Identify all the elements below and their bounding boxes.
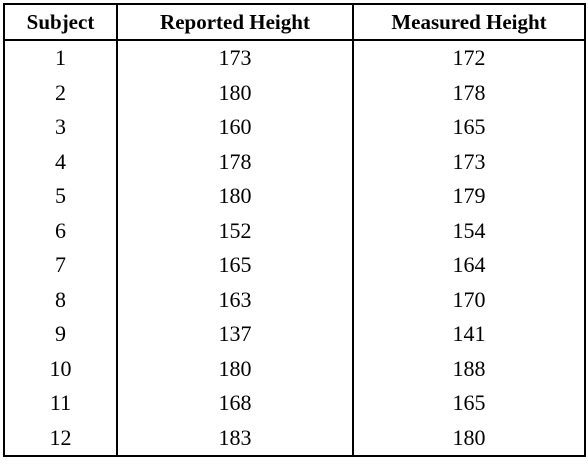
table-row: 8 163 170	[3, 282, 586, 317]
measured-height-cell: 165	[352, 110, 586, 145]
measured-height-cell: 165	[352, 386, 586, 421]
reported-height-cell: 178	[116, 144, 354, 179]
subject-cell: 1	[3, 40, 118, 76]
subject-cell: 3	[3, 110, 118, 145]
measured-height-cell: 154	[352, 213, 586, 248]
table-row: 9 137 141	[3, 317, 586, 352]
table-row: 5 180 179	[3, 179, 586, 214]
reported-height-cell: 160	[116, 110, 354, 145]
subject-cell: 7	[3, 248, 118, 283]
table-row: 4 178 173	[3, 144, 586, 179]
table-row: 6 152 154	[3, 213, 586, 248]
measured-height-cell: 141	[352, 317, 586, 352]
subject-cell: 10	[3, 351, 118, 386]
reported-height-cell: 180	[116, 351, 354, 386]
reported-height-cell: 165	[116, 248, 354, 283]
reported-height-cell: 183	[116, 420, 354, 457]
measured-height-cell: 188	[352, 351, 586, 386]
reported-height-cell: 152	[116, 213, 354, 248]
table-row: 3 160 165	[3, 110, 586, 145]
measured-height-cell: 172	[352, 40, 586, 76]
measured-height-cell: 179	[352, 179, 586, 214]
measured-height-cell: 178	[352, 75, 586, 110]
table-row: 2 180 178	[3, 75, 586, 110]
measured-height-cell: 164	[352, 248, 586, 283]
table-row: 12 183 180	[3, 420, 586, 457]
header-subject: Subject	[3, 3, 118, 41]
subject-cell: 6	[3, 213, 118, 248]
subject-cell: 12	[3, 420, 118, 457]
reported-height-cell: 168	[116, 386, 354, 421]
reported-height-cell: 180	[116, 75, 354, 110]
subject-cell: 4	[3, 144, 118, 179]
reported-height-cell: 163	[116, 282, 354, 317]
header-row: Subject Reported Height Measured Height	[3, 3, 586, 41]
reported-height-cell: 180	[116, 179, 354, 214]
table-row: 10 180 188	[3, 351, 586, 386]
reported-height-cell: 137	[116, 317, 354, 352]
height-table: Subject Reported Height Measured Height …	[3, 3, 586, 457]
measured-height-cell: 173	[352, 144, 586, 179]
table-row: 1 173 172	[3, 40, 586, 76]
table-row: 11 168 165	[3, 386, 586, 421]
measured-height-cell: 180	[352, 420, 586, 457]
header-measured-height: Measured Height	[352, 3, 586, 41]
header-reported-height: Reported Height	[116, 3, 354, 41]
reported-height-cell: 173	[116, 40, 354, 76]
subject-cell: 2	[3, 75, 118, 110]
measured-height-cell: 170	[352, 282, 586, 317]
subject-cell: 5	[3, 179, 118, 214]
subject-cell: 11	[3, 386, 118, 421]
table-row: 7 165 164	[3, 248, 586, 283]
subject-cell: 8	[3, 282, 118, 317]
subject-cell: 9	[3, 317, 118, 352]
